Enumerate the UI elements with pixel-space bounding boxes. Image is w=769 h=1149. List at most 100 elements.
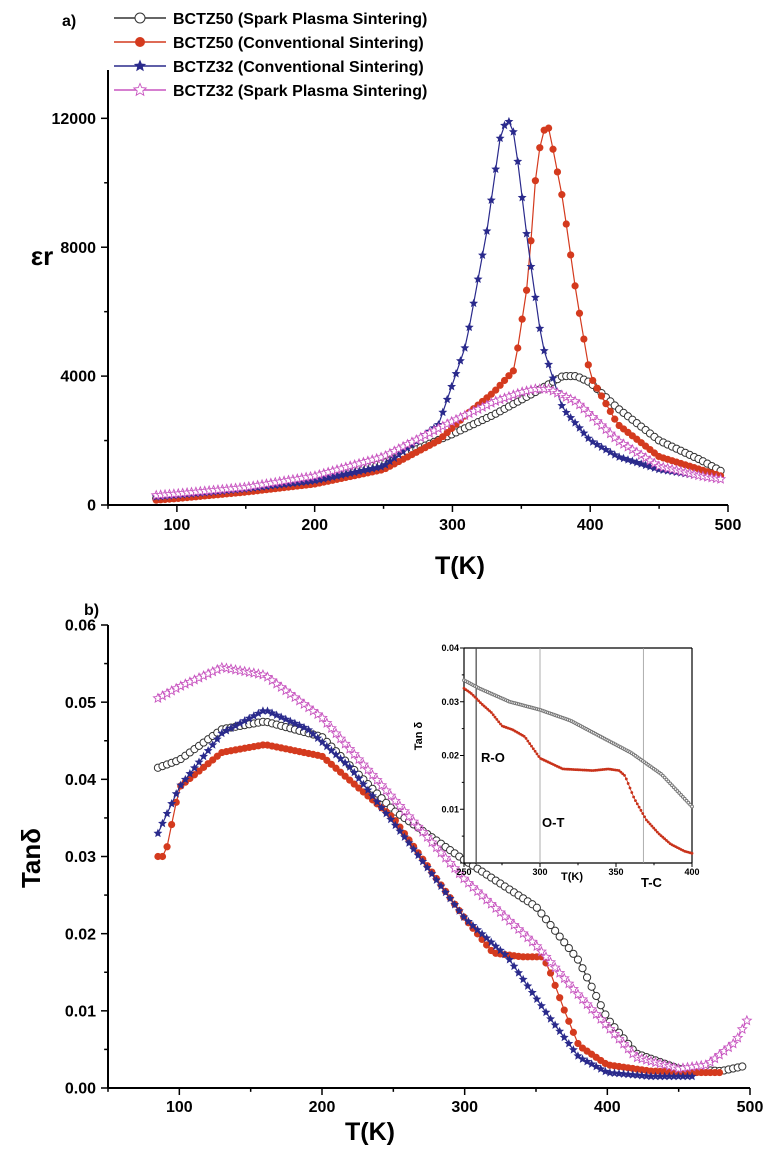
data-point (503, 914, 516, 926)
data-point (575, 309, 584, 317)
data-point (353, 753, 365, 765)
legend-marker (134, 12, 146, 24)
data-point (491, 713, 495, 717)
data-point (492, 386, 500, 394)
data-point (591, 415, 603, 426)
data-point (249, 711, 259, 720)
data-point (654, 828, 657, 832)
data-point (395, 826, 405, 835)
data-point (377, 803, 387, 812)
x-tick-label: 100 (166, 1099, 193, 1116)
data-point (483, 941, 491, 949)
data-point (565, 1017, 573, 1025)
data-point (573, 398, 586, 410)
data-point (363, 785, 373, 794)
panel-a-y-axis-label: εr (31, 241, 53, 271)
data-point (661, 835, 665, 839)
legend-label: BCTZ32 (Conventional Sintering) (173, 59, 424, 76)
x-tick-label: 400 (577, 517, 604, 534)
data-point (569, 1028, 577, 1036)
data-point (553, 168, 562, 176)
data-point (176, 780, 186, 790)
data-point (430, 841, 442, 853)
data-point (523, 981, 533, 990)
data-point (527, 237, 535, 245)
data-point (491, 941, 501, 951)
data-point (641, 812, 645, 815)
data-point (558, 972, 570, 984)
legend-label: BCTZ32 (Spark Plasma Sintering) (173, 83, 427, 100)
data-point (485, 898, 497, 909)
data-point (541, 1007, 551, 1017)
data-point (690, 851, 694, 855)
data-point (422, 863, 432, 872)
data-point (566, 413, 576, 422)
data-point (574, 1039, 582, 1048)
data-point (634, 799, 637, 803)
data-point (557, 401, 567, 410)
data-point (578, 402, 590, 414)
data-point (372, 797, 382, 806)
data-point (471, 885, 484, 897)
data-point (518, 315, 526, 323)
data-point (579, 428, 589, 437)
x-tick-label: 350 (608, 867, 623, 877)
data-point (518, 974, 528, 984)
data-point (567, 251, 575, 259)
data-point (340, 758, 350, 767)
data-point (535, 752, 539, 756)
data-point (602, 400, 610, 408)
data-point (544, 956, 557, 968)
data-point (500, 120, 509, 130)
data-point (334, 732, 347, 744)
data-point (660, 1071, 670, 1081)
data-point (632, 795, 636, 799)
data-point (605, 1068, 615, 1077)
data-point (445, 893, 455, 903)
data-point (560, 938, 569, 947)
data-point (610, 1068, 619, 1077)
y-tick-label: 0.02 (65, 926, 96, 943)
data-point (509, 961, 519, 971)
legend-label: BCTZ50 (Spark Plasma Sintering) (173, 11, 427, 28)
data-point (549, 145, 557, 153)
data-point (348, 748, 360, 759)
data-point (389, 453, 399, 462)
data-point (531, 177, 539, 185)
data-point (442, 394, 452, 404)
data-point (477, 929, 487, 938)
data-point (738, 1062, 747, 1071)
data-point (486, 707, 490, 711)
data-point (444, 857, 456, 868)
data-point (500, 949, 510, 959)
data-point (484, 706, 488, 710)
data-point (537, 909, 546, 918)
data-point (545, 124, 553, 132)
y-tick-label: 0.04 (441, 643, 459, 653)
data-point (417, 826, 429, 837)
x-tick-label: 250 (456, 867, 471, 877)
data-point (221, 726, 231, 735)
data-point (522, 734, 526, 738)
panel-b-x-axis-label: T(K) (345, 1118, 395, 1146)
data-point (664, 1071, 674, 1081)
data-point (436, 881, 446, 890)
data-point (632, 1070, 642, 1080)
data-point (473, 274, 483, 284)
data-point (606, 407, 614, 415)
data-point (582, 407, 594, 418)
data-point (593, 384, 601, 392)
data-point (394, 800, 406, 811)
data-point (486, 937, 496, 946)
data-point (635, 802, 639, 806)
data-point (458, 872, 470, 884)
data-point (386, 814, 396, 824)
data-point (587, 411, 599, 422)
series-3 (152, 661, 753, 1074)
data-point (380, 784, 392, 796)
data-point (546, 920, 555, 930)
legend-label: BCTZ50 (Conventional Sintering) (173, 35, 424, 52)
data-point (317, 737, 327, 747)
data-point (385, 456, 395, 466)
data-point (548, 373, 558, 383)
